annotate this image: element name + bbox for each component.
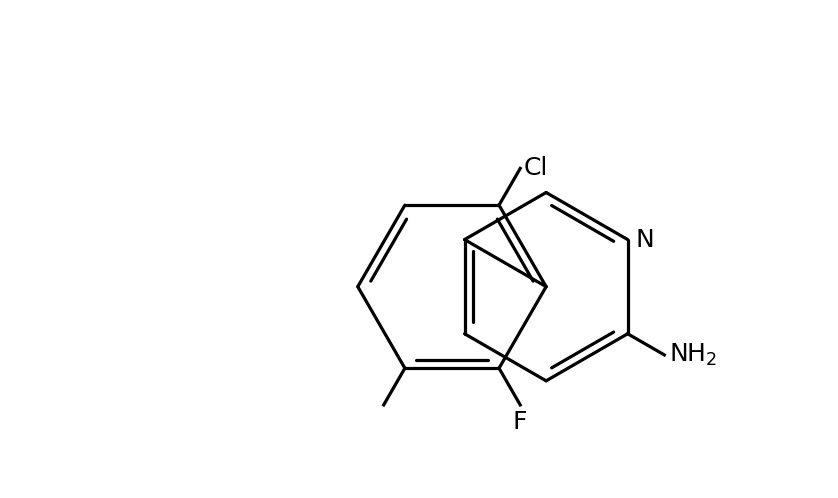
Text: Cl: Cl <box>524 156 548 180</box>
Text: NH$_2$: NH$_2$ <box>669 342 717 368</box>
Text: N: N <box>635 228 654 251</box>
Text: F: F <box>513 410 527 434</box>
